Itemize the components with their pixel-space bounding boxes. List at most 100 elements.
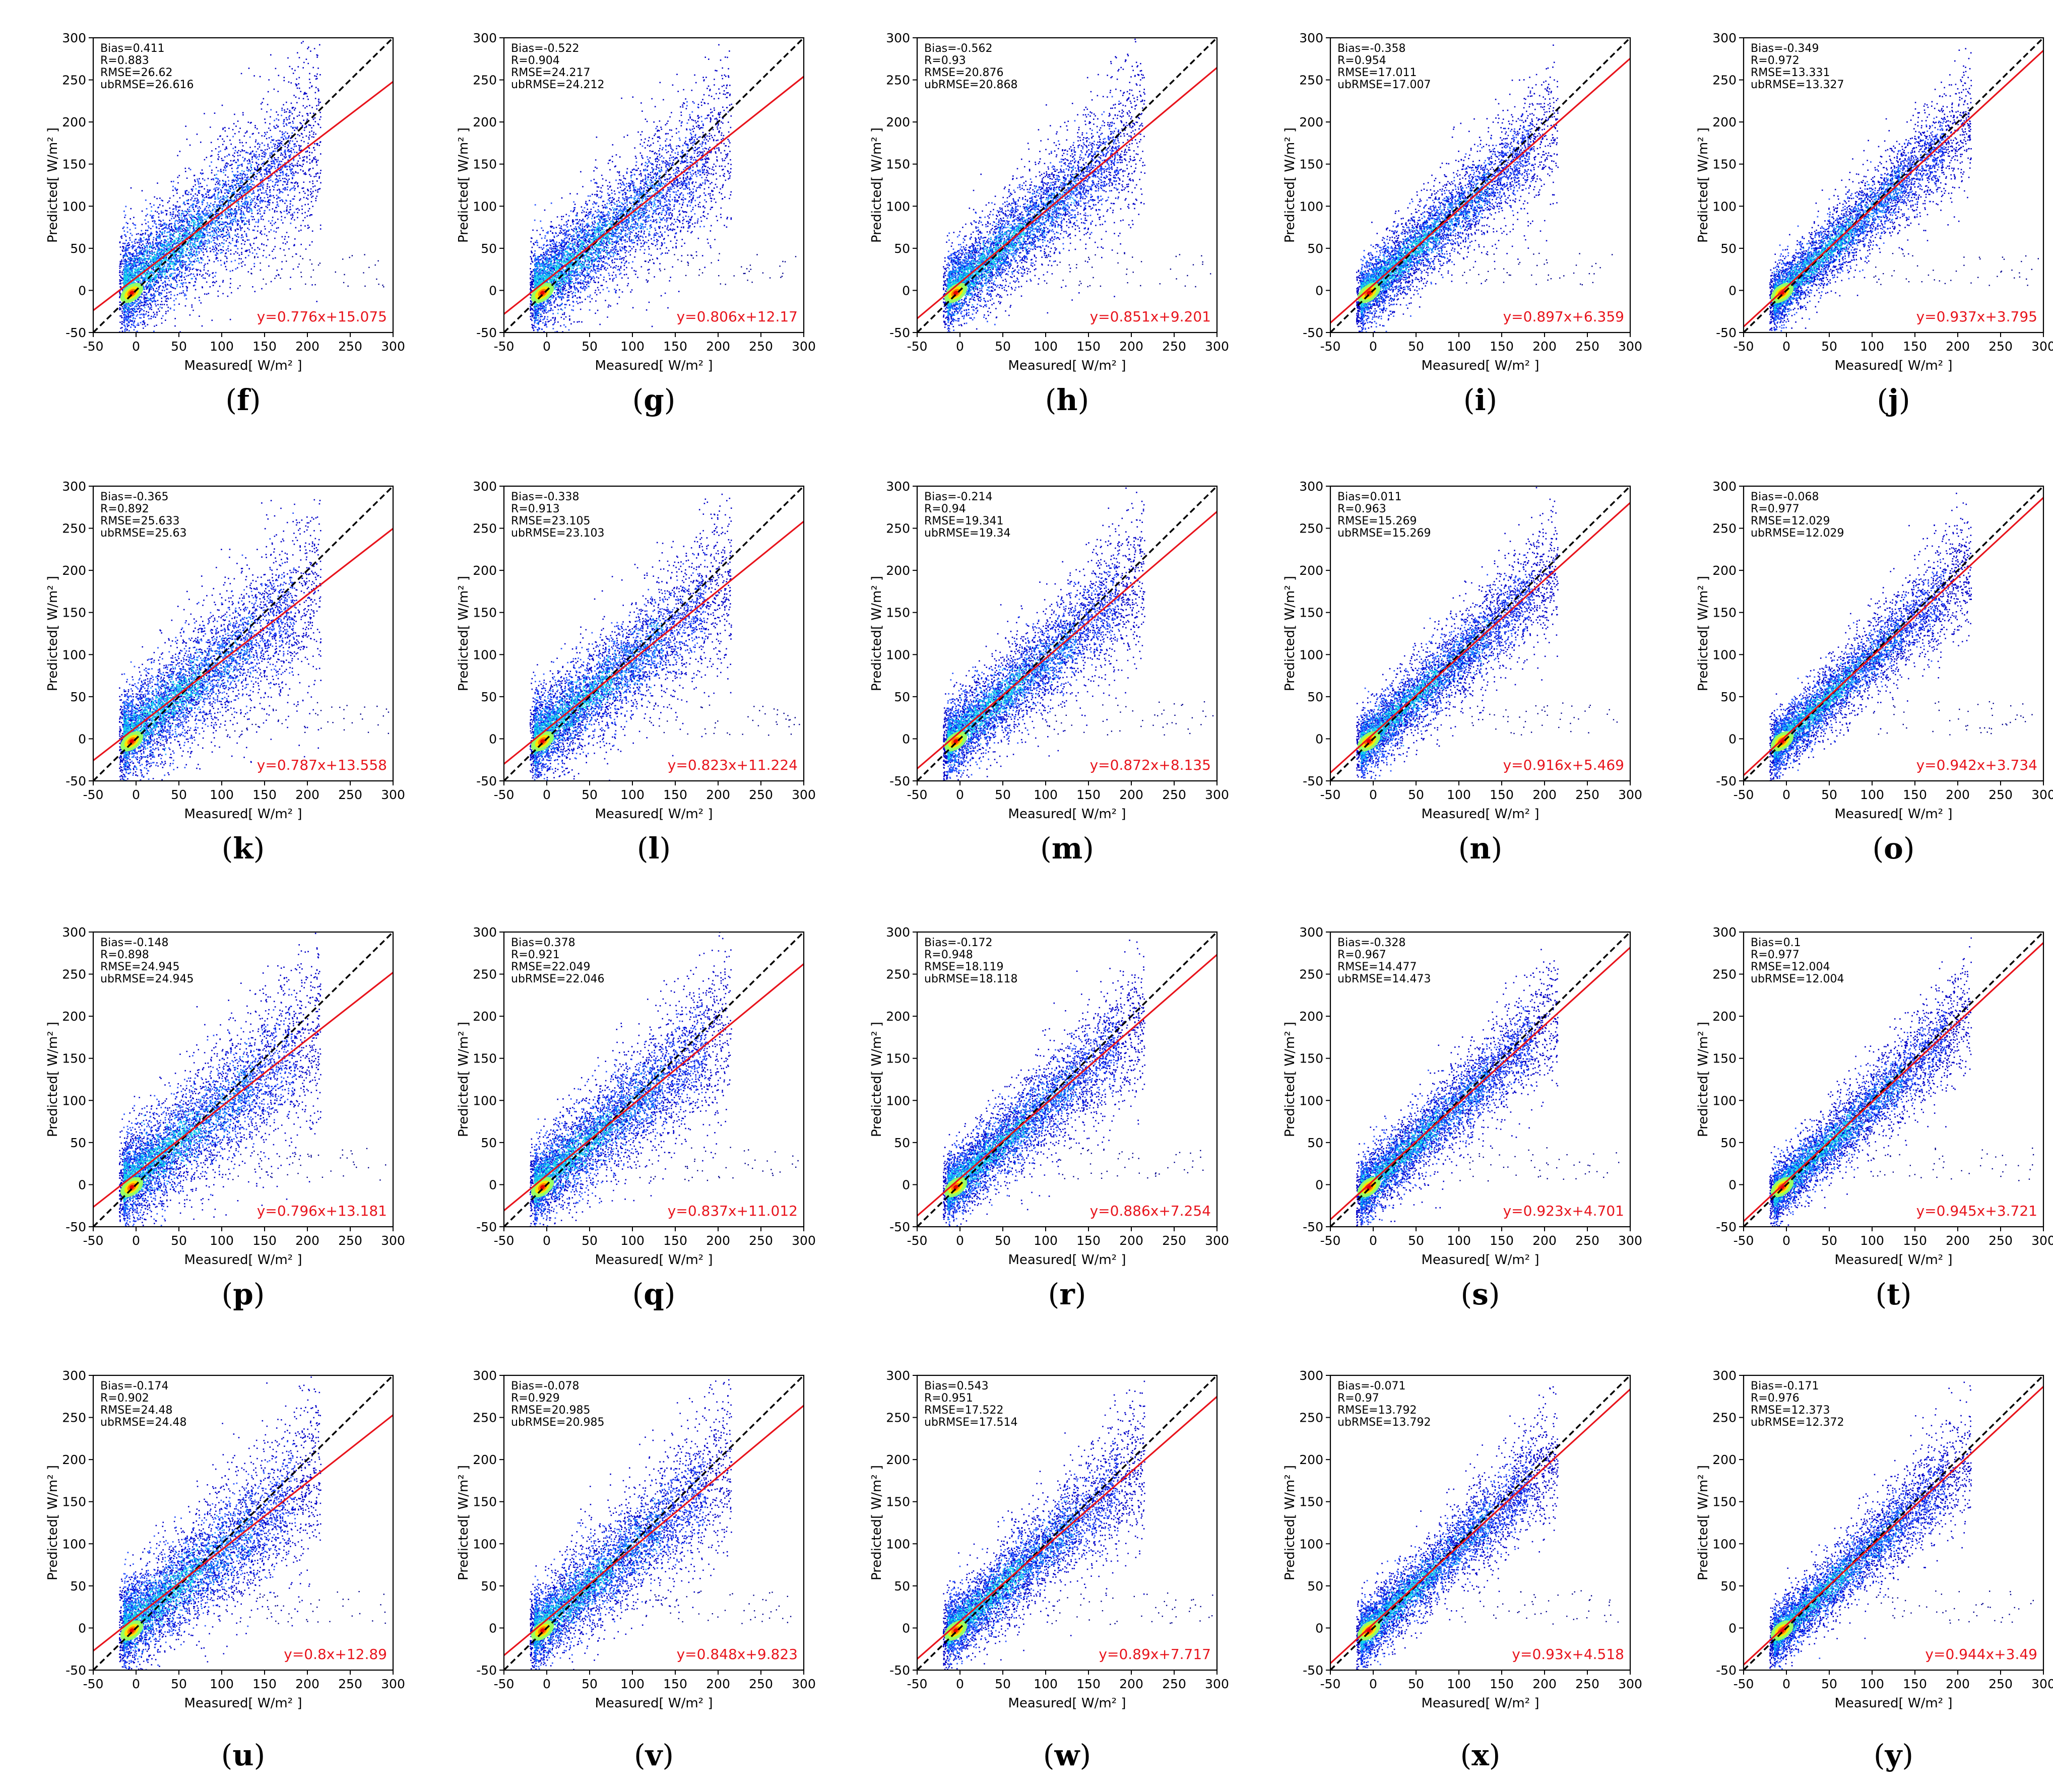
x-tick-label: 300	[792, 339, 816, 354]
stat-line: RMSE=20.985	[511, 1404, 591, 1417]
y-tick-label: 50	[70, 1579, 86, 1594]
y-tick-label: 250	[886, 73, 910, 88]
density-cloud	[117, 456, 390, 802]
x-tick-label: 100	[1034, 1233, 1058, 1248]
stat-line: ubRMSE=24.48	[100, 1416, 186, 1429]
stat-line: RMSE=12.004	[1751, 961, 1830, 973]
x-tick-label: 150	[252, 787, 277, 802]
y-tick-label: 50	[894, 1136, 910, 1150]
y-tick-label: 0	[902, 1621, 910, 1635]
y-tick-label: 100	[886, 1093, 910, 1108]
x-tick-label: -50	[494, 339, 515, 354]
y-axis-label: Predicted[ W/m² ]	[1696, 1465, 1711, 1580]
y-tick-label: 300	[886, 925, 910, 940]
y-tick-label: 0	[902, 732, 910, 746]
y-tick-label: 50	[481, 241, 497, 256]
stat-line: Bias=-0.349	[1751, 42, 1819, 55]
x-tick-label: 150	[1076, 787, 1101, 802]
x-tick-label: 100	[1447, 787, 1471, 802]
scatter-panel-m: -50-500050501001001501502002002502503003…	[862, 481, 1232, 831]
y-tick-label: -50	[66, 1220, 86, 1234]
x-tick-label: 50	[1408, 1677, 1424, 1691]
panel-label-letter: t	[1887, 1277, 1900, 1311]
y-tick-label: 200	[62, 563, 86, 578]
stat-line: Bias=-0.078	[511, 1380, 580, 1392]
stat-line: ubRMSE=12.029	[1751, 527, 1844, 540]
y-tick-label: 50	[894, 1579, 910, 1594]
density-layer-0	[123, 1441, 296, 1691]
y-tick-label: 0	[1315, 1177, 1323, 1192]
y-tick-label: 200	[1299, 1009, 1323, 1024]
x-tick-label: 300	[1618, 1677, 1642, 1691]
x-tick-label: 250	[749, 1677, 773, 1691]
stat-line: Bias=-0.365	[100, 491, 169, 503]
panel-label-letter: l	[648, 831, 659, 866]
x-tick-label: 200	[706, 1677, 730, 1691]
stat-line: ubRMSE=12.004	[1751, 973, 1844, 985]
stat-line: R=0.963	[1337, 503, 1386, 515]
x-tick-label: 150	[1903, 787, 1927, 802]
stat-line: R=0.898	[100, 949, 149, 961]
y-tick-label: 200	[1299, 1452, 1323, 1467]
y-tick-label: 50	[1307, 690, 1323, 704]
x-tick-label: 300	[1205, 1233, 1229, 1248]
x-tick-label: 150	[252, 1677, 277, 1691]
y-tick-label: 300	[473, 925, 497, 940]
y-tick-label: 300	[1712, 31, 1737, 45]
y-axis-label: Predicted[ W/m² ]	[45, 1022, 60, 1137]
panel-label-letter: q	[644, 1277, 664, 1311]
y-tick-label: -50	[66, 1663, 86, 1678]
x-tick-label: 300	[1205, 1677, 1229, 1691]
fit-equation: y=0.837x+11.012	[668, 1203, 798, 1219]
y-tick-label: 300	[1712, 925, 1737, 940]
regression-line	[917, 512, 1217, 769]
stat-line: RMSE=12.373	[1751, 1404, 1830, 1417]
x-tick-label: 50	[1821, 787, 1837, 802]
y-tick-label: 0	[489, 1621, 497, 1635]
stat-line: R=0.976	[1751, 1392, 1800, 1405]
panel-label-s: (s)	[1440, 1277, 1521, 1311]
outlier-points	[225, 1148, 387, 1181]
y-tick-label: 150	[1299, 1495, 1323, 1509]
x-tick-label: 100	[620, 339, 645, 354]
stat-line: RMSE=24.217	[511, 67, 591, 79]
stat-line: RMSE=17.011	[1337, 67, 1417, 79]
stat-line: ubRMSE=14.473	[1337, 973, 1431, 985]
y-tick-label: 100	[62, 1093, 86, 1108]
y-tick-label: 250	[1299, 521, 1323, 536]
y-tick-label: -50	[1303, 774, 1323, 788]
y-tick-label: 50	[481, 1579, 497, 1594]
y-tick-label: 200	[886, 115, 910, 129]
fit-equation: y=0.923x+4.701	[1503, 1203, 1624, 1219]
y-tick-label: 250	[473, 967, 497, 982]
y-tick-label: 300	[473, 1368, 497, 1383]
panel-label-n: (n)	[1440, 831, 1521, 866]
outlier-points	[226, 1590, 386, 1624]
x-tick-label: 0	[1369, 1677, 1377, 1691]
x-tick-label: 200	[706, 1233, 730, 1248]
y-tick-label: 50	[70, 1136, 86, 1150]
x-tick-label: 100	[1034, 339, 1058, 354]
outlier-points	[1873, 1148, 2034, 1181]
x-tick-label: 0	[1369, 787, 1377, 802]
x-tick-label: 50	[582, 1233, 598, 1248]
y-tick-label: 150	[62, 606, 86, 620]
scatter-points-sparse	[1769, 48, 1972, 338]
y-tick-label: 200	[1299, 563, 1323, 578]
y-tick-label: 150	[473, 1051, 497, 1066]
fit-equation: y=0.916x+5.469	[1503, 757, 1624, 773]
x-axis-label: Measured[ W/m² ]	[1421, 1252, 1539, 1268]
stat-line: Bias=0.1	[1751, 937, 1801, 949]
y-tick-label: 100	[473, 647, 497, 662]
x-tick-label: 50	[995, 787, 1011, 802]
y-axis-label: Predicted[ W/m² ]	[456, 1465, 471, 1580]
regression-line	[1330, 1389, 1630, 1664]
y-tick-label: 150	[473, 1495, 497, 1509]
x-axis-label: Measured[ W/m² ]	[595, 1696, 713, 1711]
stat-line: RMSE=19.341	[924, 515, 1004, 527]
y-tick-label: 200	[886, 563, 910, 578]
x-tick-label: 300	[2031, 787, 2053, 802]
y-tick-label: -50	[1303, 1663, 1323, 1678]
x-tick-label: 100	[1860, 339, 1884, 354]
y-tick-label: 150	[1299, 1051, 1323, 1066]
